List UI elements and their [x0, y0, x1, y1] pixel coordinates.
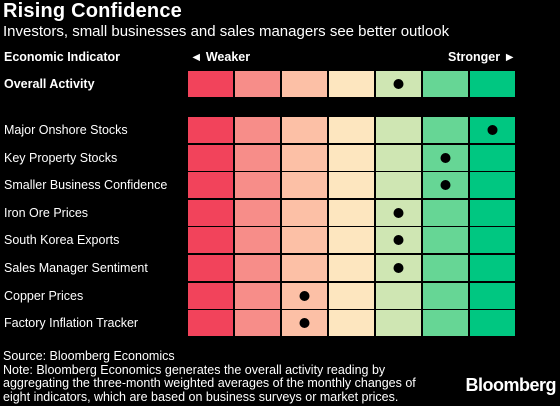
level-marker [393, 235, 404, 245]
heatmap-cell [376, 117, 421, 143]
heatmap-cell [235, 117, 280, 143]
heatmap-cell [282, 200, 327, 226]
heatmap-cell [376, 283, 421, 309]
heatmap-cell [235, 172, 280, 198]
heatmap-cell [329, 172, 374, 198]
heatmap-cell [235, 200, 280, 226]
heatmap-cell [470, 310, 515, 336]
heatmap-cell [188, 117, 233, 143]
row-label: Overall Activity [4, 77, 95, 91]
heatmap-cell [188, 200, 233, 226]
row-label: Factory Inflation Tracker [4, 316, 139, 330]
row-label: Major Onshore Stocks [4, 123, 128, 137]
heatmap-cell [470, 283, 515, 309]
row-label: Iron Ore Prices [4, 206, 89, 220]
heatmap-cell [376, 145, 421, 171]
heatmap-cell [423, 71, 468, 97]
heatmap-cell [188, 227, 233, 253]
heatmap-cell [235, 71, 280, 97]
heatmap-cell [470, 145, 515, 171]
heatmap-cell [423, 200, 468, 226]
level-marker [487, 125, 498, 135]
heatmap-cell [423, 227, 468, 253]
heatmap-cell [329, 71, 374, 97]
heatmap-cell [282, 255, 327, 281]
chart-subtitle: Investors, small businesses and sales ma… [3, 23, 450, 40]
heatmap-cell [470, 200, 515, 226]
heatmap-cell [470, 71, 515, 97]
level-marker [393, 208, 404, 218]
heatmap-cell [470, 255, 515, 281]
heatmap-cell [188, 145, 233, 171]
heatmap-cell [282, 117, 327, 143]
row-label: Sales Manager Sentiment [4, 261, 148, 275]
header-indicator: Economic Indicator [4, 50, 120, 64]
heatmap-cell [282, 172, 327, 198]
heatmap-cell [282, 71, 327, 97]
heatmap-cell [329, 145, 374, 171]
heatmap-cell [423, 283, 468, 309]
heatmap-cell [470, 172, 515, 198]
heatmap-cell [329, 227, 374, 253]
header-weaker: ◄ Weaker [190, 50, 251, 64]
heatmap-cell [329, 283, 374, 309]
row-label: Key Property Stocks [4, 151, 118, 165]
heatmap-cell [282, 227, 327, 253]
level-marker [440, 153, 451, 163]
heatmap-cell [188, 283, 233, 309]
heatmap-cell [376, 310, 421, 336]
heatmap-cell [188, 255, 233, 281]
heatmap-cell [282, 145, 327, 171]
heatmap-cell [423, 255, 468, 281]
heatmap-cell [235, 145, 280, 171]
heatmap-cell [235, 283, 280, 309]
bloomberg-logo: Bloomberg [465, 375, 556, 395]
footer: Source: Bloomberg Economics Note: Bloomb… [3, 349, 443, 404]
heatmap-cell [376, 172, 421, 198]
heatmap-cell [329, 255, 374, 281]
heatmap-cell [188, 172, 233, 198]
row-label: Copper Prices [4, 289, 84, 303]
heatmap-cell [423, 117, 468, 143]
level-marker [440, 180, 451, 190]
source-note: Source: Bloomberg Economics [3, 349, 175, 363]
methodology-note: Note: Bloomberg Economics generates the … [3, 362, 416, 404]
heatmap-cell [329, 200, 374, 226]
heatmap-cell [188, 310, 233, 336]
chart-title: Rising Confidence [3, 0, 182, 22]
level-marker [393, 79, 404, 89]
heatmap-cell [329, 310, 374, 336]
heatmap-cell [470, 227, 515, 253]
row-label: South Korea Exports [4, 233, 120, 247]
level-marker [299, 318, 310, 328]
header-stronger: Stronger ► [448, 50, 516, 64]
heatmap-cell [235, 255, 280, 281]
row-label: Smaller Business Confidence [4, 178, 168, 192]
heatmap-cell [423, 310, 468, 336]
heatmap-cell [235, 227, 280, 253]
heatmap-cell [188, 71, 233, 97]
level-marker [393, 263, 404, 273]
heatmap-cell [235, 310, 280, 336]
level-marker [299, 291, 310, 301]
heatmap-cell [329, 117, 374, 143]
